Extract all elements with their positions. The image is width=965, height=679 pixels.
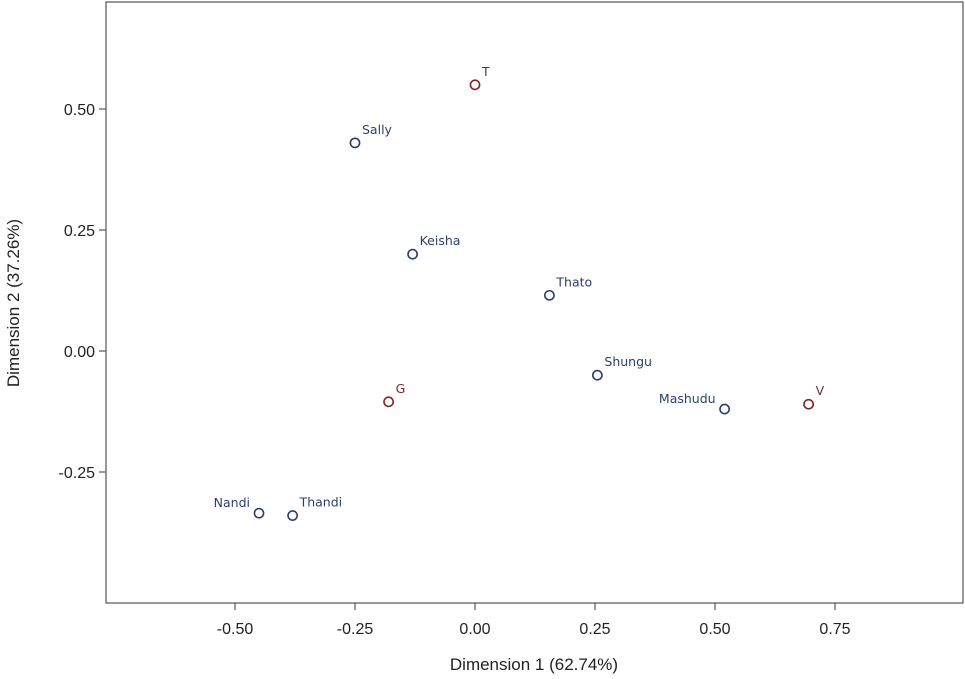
point-marker	[803, 398, 814, 410]
point-marker	[383, 396, 394, 408]
plot-frame	[105, 1, 964, 604]
x-tick-label: -0.50	[217, 621, 254, 638]
point-marker	[287, 510, 298, 521]
point-label: V	[816, 383, 825, 398]
point-marker	[253, 507, 265, 519]
x-tick-label: 0.25	[579, 621, 610, 638]
x-tick-label: 0.00	[459, 621, 490, 638]
point-label: Mashudu	[659, 391, 716, 406]
y-tick-label: 0.25	[64, 223, 95, 240]
y-axis-title: Dimension 2 (37.26%)	[4, 219, 23, 387]
x-tick-label: 0.50	[699, 621, 730, 638]
x-axis-ticks: -0.50 -0.25 0.00 0.25 0.50 0.75	[217, 603, 851, 638]
y-tick-label: 0.00	[64, 344, 95, 361]
point-label: Sally	[362, 122, 393, 137]
point-label: T	[481, 64, 490, 79]
point-label: Nandi	[214, 495, 250, 510]
point-label: Shungu	[604, 354, 652, 369]
point-label: Keisha	[420, 233, 461, 248]
point-marker	[349, 137, 361, 149]
data-points: Sally Keisha Thato Shungu Mashudu Nandi Thandi…	[214, 64, 825, 521]
point-label: G	[396, 381, 406, 396]
point-label: Thandi	[299, 495, 343, 510]
x-tick-label: -0.25	[337, 621, 374, 638]
point-marker	[407, 248, 418, 260]
point-marker	[719, 403, 730, 415]
point-marker	[469, 79, 481, 91]
y-tick-label: 0.50	[64, 102, 95, 119]
x-axis-title: Dimension 1 (62.74%)	[450, 655, 618, 674]
point-marker	[544, 289, 555, 301]
y-tick-label: -0.25	[59, 465, 96, 482]
point-marker	[592, 369, 603, 381]
x-tick-label: 0.75	[819, 621, 850, 638]
point-label: Thato	[555, 274, 592, 289]
y-axis-ticks: -0.25 0.00 0.25 0.50	[59, 102, 106, 482]
